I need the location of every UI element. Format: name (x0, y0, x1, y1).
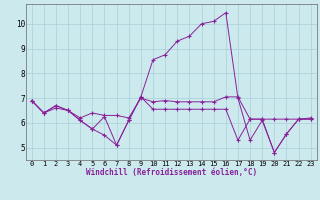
X-axis label: Windchill (Refroidissement éolien,°C): Windchill (Refroidissement éolien,°C) (86, 168, 257, 177)
